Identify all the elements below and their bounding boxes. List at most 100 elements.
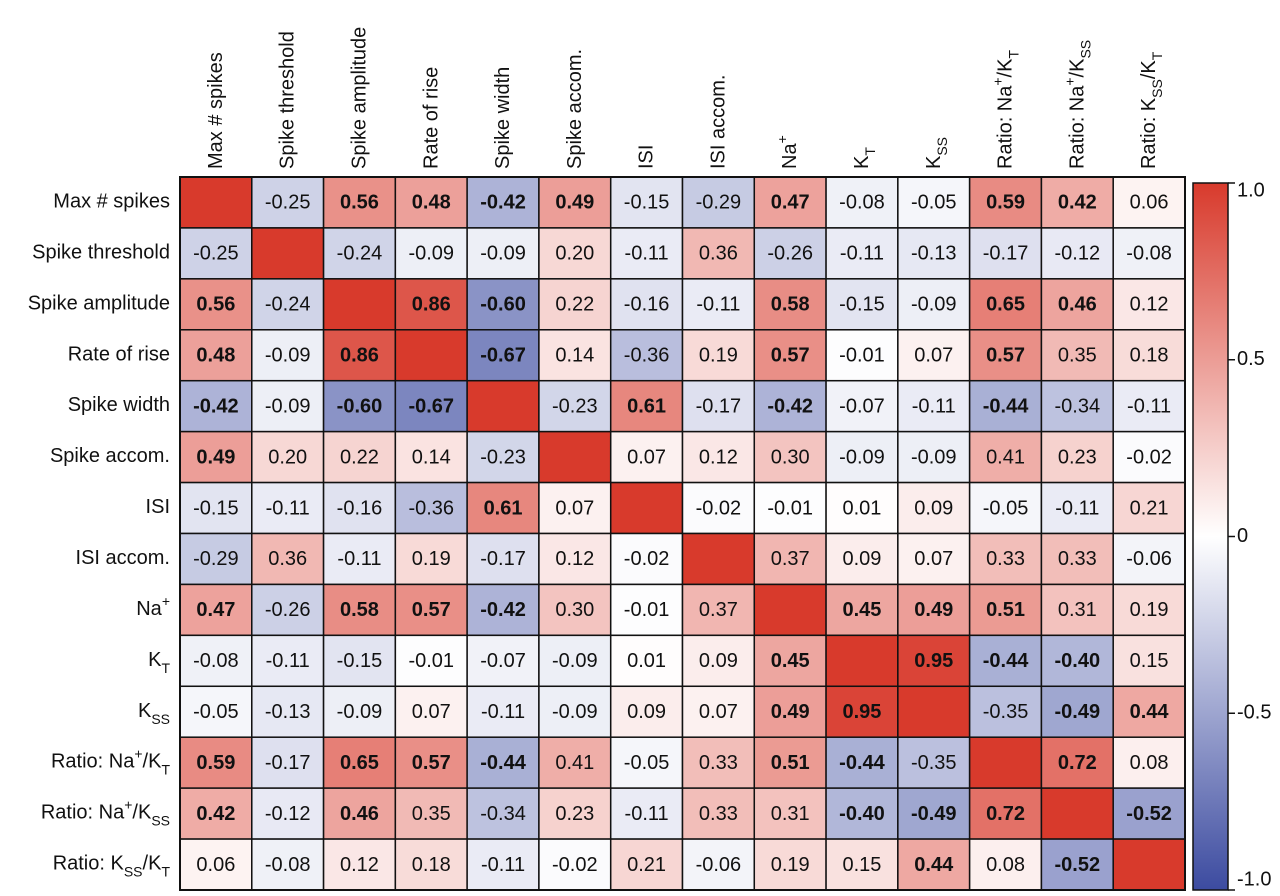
cell-label: 0.35 (1058, 345, 1097, 367)
row-label: Ratio: KSS/KT (53, 853, 171, 879)
cell-label: -0.08 (193, 650, 239, 672)
cell-label: 0.35 (412, 803, 451, 825)
row-label: Spike accom. (50, 445, 170, 467)
heatmap-cell (394, 736, 468, 789)
heatmap-cell (466, 736, 540, 789)
cell-label: 0.08 (986, 854, 1025, 876)
heatmap-cell (681, 532, 756, 586)
colorbar-tick-label: -1.0 (1237, 868, 1271, 890)
cell-label: -0.24 (265, 294, 311, 316)
heatmap-cell (681, 379, 756, 433)
heatmap-cell (609, 838, 684, 891)
cell-label: -0.13 (265, 701, 311, 723)
cell-label: 0.12 (699, 446, 738, 468)
label-part: Ratio: K (53, 853, 125, 875)
cell-label: -0.09 (839, 446, 885, 468)
heatmap-cell (538, 532, 612, 586)
heatmap-cell (322, 176, 397, 229)
heatmap-cell (681, 329, 756, 382)
heatmap-cell (394, 227, 468, 280)
cell-label: -0.17 (265, 752, 311, 774)
heatmap-cell (538, 736, 612, 789)
cell-label: -0.01 (767, 497, 813, 519)
cell-label: -0.67 (480, 345, 526, 367)
heatmap-cell (825, 329, 899, 382)
cell-label: -0.29 (696, 192, 742, 214)
cell-label: 0.57 (412, 599, 451, 621)
subscript: T (161, 863, 170, 879)
cell-label: 0.56 (340, 192, 379, 214)
cell-label: -0.42 (480, 599, 526, 621)
cell-label: 0.47 (771, 192, 810, 214)
heatmap-cell (251, 278, 325, 331)
row-label: Ratio: Na+/KSS (41, 796, 170, 828)
column-label: Spike accom. (564, 49, 586, 169)
heatmap-cell (1040, 430, 1114, 484)
label-part: K (851, 155, 873, 169)
cell-label: 0.08 (1130, 752, 1169, 774)
cell-label: -0.11 (1127, 395, 1171, 417)
cell-label: -0.09 (265, 395, 311, 417)
cell-label: 0.48 (196, 345, 235, 367)
heatmap-cell (609, 176, 684, 229)
heatmap-cell (681, 736, 756, 789)
column-label: KT (851, 147, 877, 169)
heatmap-cell (466, 379, 540, 433)
heatmap-cell (897, 685, 971, 738)
cell-label: 0.07 (699, 701, 738, 723)
cell-label: 0.36 (268, 548, 307, 570)
cell-label: 0.07 (412, 701, 451, 723)
cell-label: 0.58 (340, 599, 379, 621)
column-label: Na+ (774, 135, 802, 169)
cell-label: 0.07 (914, 548, 953, 570)
subscript: SS (124, 863, 143, 879)
cell-label: 0.23 (555, 803, 594, 825)
cell-label: 0.59 (196, 752, 235, 774)
row-label: Na+ (136, 593, 170, 621)
cell-label: -0.16 (624, 294, 670, 316)
cell-label: -0.01 (839, 345, 885, 367)
cell-label: -0.42 (480, 192, 526, 214)
cell-label: 0.33 (699, 752, 738, 774)
subscript: T (161, 660, 170, 676)
column-label: Ratio: Na+/KSS (1061, 40, 1093, 169)
heatmap-cell (179, 329, 253, 382)
cell-label: -0.44 (839, 752, 885, 774)
column-label: Max # spikes (205, 52, 227, 169)
heatmap-cell (681, 583, 756, 637)
heatmap-cell (681, 430, 756, 484)
cell-label: -0.09 (480, 243, 526, 265)
heatmap-cell (753, 685, 827, 738)
heatmap-cell (322, 481, 397, 535)
cell-label: -0.07 (480, 650, 526, 672)
heatmap-cell (609, 634, 684, 688)
heatmap-cell (897, 481, 971, 535)
cell-label: -0.60 (337, 395, 383, 417)
subscript: T (1149, 51, 1165, 60)
label-part: Ratio: Na (41, 802, 125, 824)
cell-label: -0.08 (1126, 243, 1172, 265)
cell-label: -0.40 (1055, 650, 1101, 672)
cell-label: 0.46 (1058, 294, 1097, 316)
cell-label: 0.06 (1130, 192, 1169, 214)
cell-label: -0.44 (480, 752, 526, 774)
heatmap-cell (538, 227, 612, 280)
label-part: Ratio: K (1138, 97, 1160, 169)
cell-label: 0.72 (1058, 752, 1097, 774)
heatmap-cell (466, 634, 540, 688)
cell-label: 0.49 (914, 599, 953, 621)
column-label: Rate of rise (421, 67, 443, 169)
heatmap-cell (968, 634, 1043, 688)
cell-label: 0.01 (627, 650, 666, 672)
label-part: Spike width (492, 67, 514, 169)
heatmap-cell (968, 838, 1043, 891)
cell-label: 0.31 (1058, 599, 1097, 621)
cell-label: -0.05 (193, 701, 239, 723)
heatmap-cell (753, 532, 827, 586)
cell-label: -0.13 (911, 243, 957, 265)
cell-label: 0.20 (268, 446, 307, 468)
subscript: SS (151, 812, 170, 828)
cell-label: 0.47 (196, 599, 235, 621)
cell-label: -0.60 (480, 294, 526, 316)
cell-label: -0.34 (1055, 395, 1101, 417)
